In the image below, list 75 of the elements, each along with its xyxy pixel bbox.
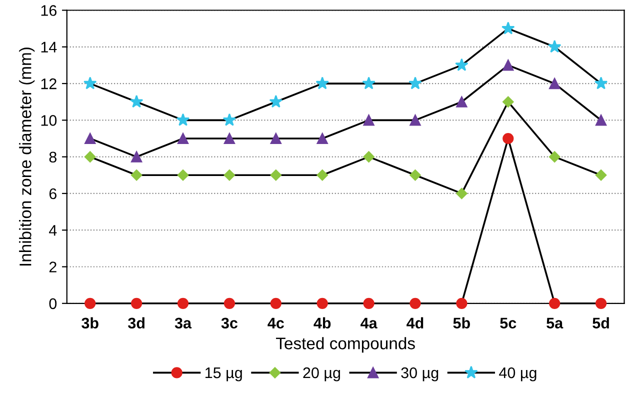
point — [177, 132, 189, 144]
point — [270, 298, 282, 309]
point — [549, 298, 560, 309]
point — [224, 298, 236, 309]
point — [222, 113, 236, 126]
point — [224, 170, 236, 181]
y-tick-label: 0 — [49, 298, 57, 310]
legend-label: 20 µg — [303, 367, 340, 382]
point — [131, 298, 142, 309]
point — [548, 151, 560, 162]
point — [270, 132, 282, 144]
point — [363, 298, 374, 309]
y-tick-label: 2 — [49, 262, 56, 272]
x-tick-label: 5a — [546, 318, 564, 329]
point — [316, 76, 329, 90]
x-tick-label: 5d — [592, 317, 609, 329]
y-tick-label: 14 — [41, 42, 57, 52]
y-tick-label: 12 — [41, 78, 56, 90]
point — [84, 298, 96, 309]
x-tick-label: 4a — [360, 318, 378, 329]
x-tick-label: 3b — [82, 317, 98, 329]
legend-label: 30 µg — [401, 367, 438, 382]
point — [410, 170, 421, 181]
x-tick-label: 3a — [174, 318, 192, 329]
point — [363, 114, 374, 126]
y-tick-label: 10 — [41, 115, 57, 126]
x-axis-title: Tested compounds — [276, 337, 415, 353]
x-tick-label: 4d — [406, 317, 424, 329]
point — [595, 114, 607, 126]
point — [410, 298, 421, 309]
point — [316, 170, 328, 181]
point — [131, 151, 142, 162]
x-tick-label: 4c — [268, 318, 284, 329]
y-tick-label: 16 — [41, 5, 56, 16]
x-tick-label: 3c — [221, 318, 238, 329]
point — [456, 298, 468, 309]
point — [595, 298, 607, 309]
y-axis-title: Inhibition zone diameter (mm) — [19, 48, 35, 266]
point — [316, 298, 328, 309]
point — [84, 151, 96, 162]
point — [594, 76, 608, 90]
point — [455, 58, 468, 71]
point — [502, 132, 514, 144]
x-tick-label: 5b — [453, 317, 470, 329]
legend-label: 40 µg — [499, 367, 536, 382]
point — [84, 132, 96, 144]
point — [130, 170, 142, 181]
point — [456, 188, 468, 200]
y-tick-label: 4 — [49, 225, 57, 236]
point — [316, 132, 328, 144]
point — [269, 94, 283, 108]
point — [502, 22, 515, 34]
point — [224, 132, 236, 144]
legend-label: 15 µg — [206, 368, 242, 382]
x-tick-label: 5c — [500, 318, 516, 329]
point — [502, 96, 514, 108]
y-tick-label: 8 — [49, 152, 56, 163]
point — [410, 114, 421, 126]
point — [549, 78, 560, 90]
point — [177, 170, 189, 181]
point — [270, 170, 282, 181]
x-tick-label: 4b — [314, 317, 331, 329]
point — [176, 113, 190, 126]
point — [408, 76, 422, 90]
point — [83, 76, 97, 90]
y-tick-label: 6 — [49, 188, 56, 200]
point — [363, 151, 374, 162]
point — [502, 60, 514, 71]
point — [548, 40, 562, 53]
point — [456, 96, 468, 108]
x-tick-label: 3d — [128, 317, 144, 329]
point — [177, 298, 189, 309]
point — [130, 94, 144, 108]
point — [595, 170, 607, 181]
point — [362, 76, 376, 90]
